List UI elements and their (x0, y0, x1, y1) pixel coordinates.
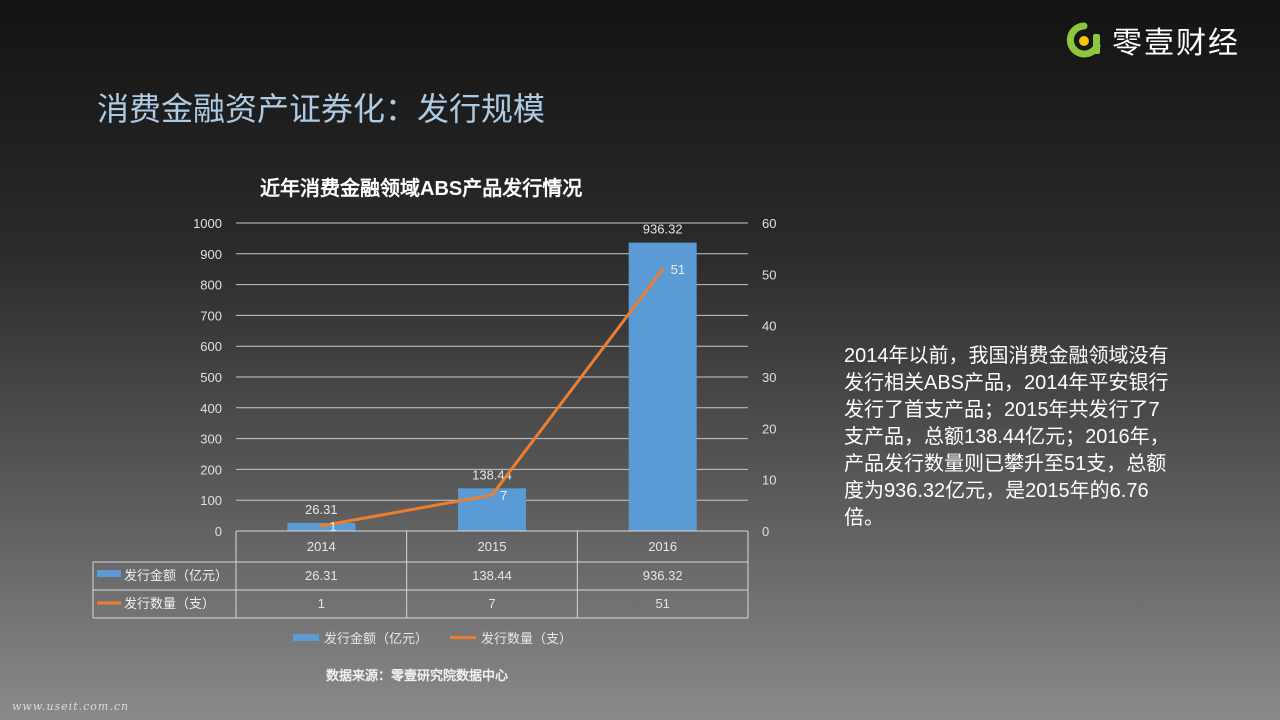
line-data-label: 1 (329, 519, 336, 534)
line-data-label: 51 (671, 262, 685, 277)
y-left-tick-label: 800 (200, 278, 222, 293)
count-point-2014 (319, 524, 323, 528)
page-title: 消费金融资产证券化：发行规模 (97, 91, 546, 127)
y-right-tick-label: 0 (762, 524, 769, 539)
y-left-tick-label: 500 (200, 370, 222, 385)
count-point-2016 (661, 267, 665, 271)
table-swatch-bar (97, 570, 121, 577)
table-cell: 51 (655, 596, 669, 611)
x-category-label: 2015 (478, 539, 507, 554)
y-right-tick-label: 20 (762, 421, 776, 436)
y-right-tick-label: 40 (762, 319, 776, 334)
y-left-tick-label: 900 (200, 247, 222, 262)
y-left-tick-label: 400 (200, 401, 222, 416)
table-cell: 936.32 (643, 568, 683, 583)
legend-label-amount: 发行金额（亿元） (324, 631, 429, 646)
legend-item-amount: 发行金额（亿元） (293, 628, 428, 647)
count-point-2015 (490, 493, 494, 497)
table-cell: 138.44 (472, 568, 512, 583)
legend-label-count: 发行数量（支） (481, 631, 573, 646)
description-text: 2014年以前，我国消费金融领域没有发行相关ABS产品，2014年平安银行发行了… (844, 345, 1170, 529)
table-cell: 26.31 (305, 568, 338, 583)
bar-data-label: 26.31 (305, 502, 338, 517)
chart-title: 近年消费金融领域ABS产品发行情况 (260, 178, 583, 200)
x-category-label: 2014 (307, 539, 336, 554)
data-source: 数据来源：零壹研究院数据中心 (326, 668, 509, 683)
legend-item-count: 发行数量（支） (450, 628, 572, 647)
watermark: www.useit.com.cn (12, 700, 130, 713)
table-cell: 1 (318, 596, 325, 611)
bar-2016 (628, 242, 697, 531)
legend-swatch-line (450, 636, 477, 639)
y-left-tick-label: 200 (200, 462, 222, 477)
y-right-tick-label: 60 (762, 216, 776, 231)
y-left-tick-label: 100 (200, 493, 222, 508)
y-left-tick-label: 0 (215, 524, 222, 539)
bar-data-label: 138.44 (472, 467, 512, 482)
legend-swatch-bar (293, 634, 319, 641)
y-right-tick-label: 10 (762, 473, 776, 488)
table-cell: 7 (488, 596, 495, 611)
line-data-label: 7 (500, 488, 507, 503)
y-left-tick-label: 600 (200, 339, 222, 354)
y-right-tick-label: 50 (762, 267, 776, 282)
chart-legend: 发行金额（亿元） 发行数量（支） (293, 628, 572, 647)
y-left-tick-label: 300 (200, 432, 222, 447)
brand-logo-icon (1066, 22, 1101, 58)
count-line (321, 268, 664, 528)
table-row-label: 发行数量（支） (124, 596, 215, 611)
brand-logo: 零壹财经 (1066, 18, 1240, 62)
y-left-tick-label: 700 (200, 308, 222, 323)
brand-name: 零壹财经 (1112, 27, 1240, 60)
y-left-tick-label: 1000 (193, 216, 222, 231)
x-category-label: 2016 (648, 539, 677, 554)
y-right-tick-label: 30 (762, 370, 776, 385)
table-row-label: 发行金额（亿元） (124, 568, 228, 583)
bar-data-label: 936.32 (643, 222, 683, 237)
